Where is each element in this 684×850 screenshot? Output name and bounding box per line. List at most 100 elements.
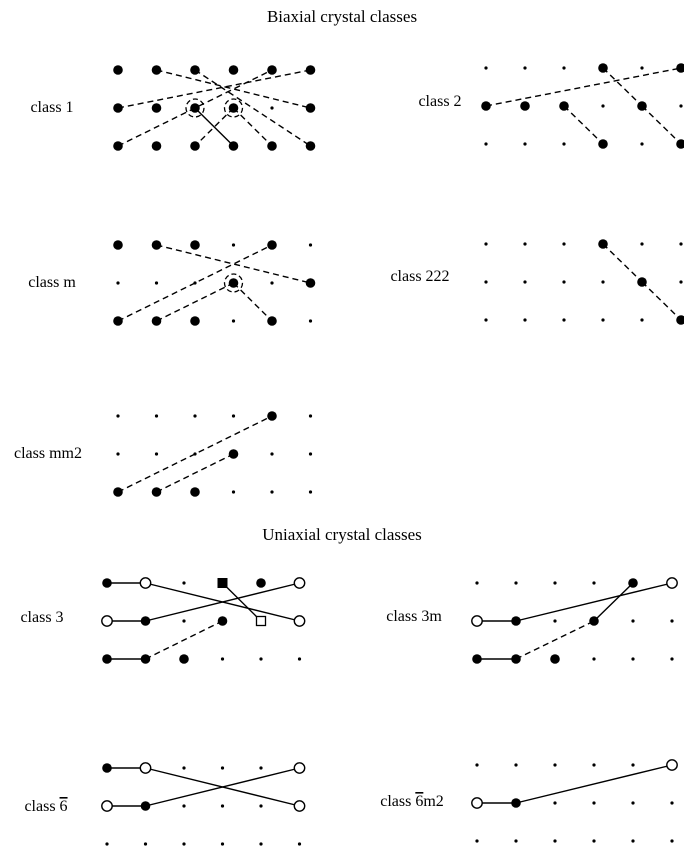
class-mm2-lattice-dot xyxy=(154,414,159,418)
class-2-link-line xyxy=(485,67,682,107)
class-1-filled-node xyxy=(113,141,123,151)
class-m-link-line xyxy=(233,282,273,322)
class-3m-link-line xyxy=(515,582,673,622)
class-2-link-line xyxy=(641,105,682,145)
class-3-lattice-dot xyxy=(182,619,186,623)
class-mm2-filled-node xyxy=(151,487,162,497)
class-2-lattice-dot xyxy=(679,104,683,108)
class-6bar-lattice-dot xyxy=(259,842,263,846)
class-222-link-line xyxy=(641,281,682,321)
class-222-lattice-dot xyxy=(523,242,527,246)
class-mm2-filled-node xyxy=(190,487,200,497)
class-2-lattice-dot xyxy=(601,104,605,108)
class-mm2-lattice-dot xyxy=(154,452,159,456)
class-mm2-lattice-dot xyxy=(193,414,197,418)
class-6bar-lattice-dot xyxy=(220,766,225,770)
class-2-filled-node xyxy=(598,139,608,149)
class-m-lattice-dot xyxy=(193,281,197,285)
class-3-filled-node xyxy=(140,616,151,626)
class-mm2-filled-node xyxy=(113,487,123,497)
class-1-filled-node xyxy=(113,65,123,75)
class-3m-filled-node xyxy=(628,578,638,588)
class-m-filled-node xyxy=(151,240,162,250)
class-6bar-lattice-dot xyxy=(220,842,225,846)
class-1-filled-node xyxy=(228,141,239,151)
class-6bar-open-node xyxy=(139,762,152,774)
class-6bar-open-node xyxy=(293,800,306,812)
class-m-label: class m xyxy=(28,274,76,291)
class-1-link-line xyxy=(233,107,273,147)
class-222-lattice-dot xyxy=(601,280,605,284)
class-m-lattice-dot xyxy=(231,243,236,247)
class-2-lattice-dot xyxy=(484,142,488,146)
class-222-lattice-dot xyxy=(679,242,683,246)
class-1-link-line xyxy=(194,69,311,147)
class-222-filled-node xyxy=(637,277,647,287)
class-m-lattice-dot xyxy=(308,243,313,247)
class-1-filled-node xyxy=(267,141,277,151)
class-1-filled-node xyxy=(151,103,162,113)
class-6bar-lattice-dot xyxy=(182,804,186,808)
class-2-filled-node xyxy=(676,63,684,73)
class-6bar-lattice-dot xyxy=(105,842,109,846)
class-3-filled-node xyxy=(102,578,112,588)
class-3m-filled-node xyxy=(589,616,599,626)
class-6bar-lattice-dot xyxy=(182,766,186,770)
class-222-lattice-dot xyxy=(562,318,566,322)
class-1-filled-node xyxy=(151,141,162,151)
class-2-lattice-dot xyxy=(562,66,566,70)
class-3m-open-node xyxy=(471,615,483,627)
class-6bar-m2-lattice-dot xyxy=(670,801,674,805)
class-3-link-line xyxy=(145,582,300,622)
class-6bar-m2-lattice-dot xyxy=(475,839,479,843)
uniaxial-section-title: Uniaxial crystal classes xyxy=(262,525,422,544)
class-6bar-filled-node xyxy=(102,763,112,773)
class-6bar-m2-lattice-dot xyxy=(553,839,557,843)
class-mm2-lattice-dot xyxy=(231,414,236,418)
class-3-filled-node xyxy=(102,654,112,664)
class-222-filled-node xyxy=(676,315,684,325)
class-3m-lattice-dot xyxy=(592,657,596,661)
class-3-filled-node xyxy=(256,578,266,588)
class-3m-lattice-dot xyxy=(514,581,518,585)
class-6bar-label: class 6 xyxy=(24,798,67,815)
class-m-filled-node xyxy=(190,240,200,250)
class-3m-lattice-dot xyxy=(553,619,557,623)
class-6bar-m2-lattice-dot xyxy=(631,801,635,805)
class-3m-lattice-dot xyxy=(631,657,635,661)
class-2-filled-node xyxy=(676,139,684,149)
class-m-link-line xyxy=(156,244,311,284)
class-1-filled-node xyxy=(305,141,316,151)
class-6bar-m2-lattice-dot xyxy=(592,839,596,843)
class-2-link-line xyxy=(602,67,643,107)
class-3m-link-line xyxy=(515,620,595,660)
class-3-open-node xyxy=(101,615,113,627)
class-3m-label: class 3m xyxy=(386,608,442,625)
class-2-lattice-dot xyxy=(523,142,527,146)
lattice-marks xyxy=(101,63,684,846)
class-3-link-line xyxy=(222,582,262,622)
class-m-filled-node xyxy=(305,278,316,288)
class-3-lattice-dot xyxy=(220,657,225,661)
class-2-lattice-dot xyxy=(640,66,644,70)
class-3m-lattice-dot xyxy=(592,581,596,585)
class-6bar-lattice-dot xyxy=(143,842,148,846)
class-m-crossing-arc xyxy=(223,273,244,293)
class-mm2-lattice-dot xyxy=(308,452,313,456)
class-222-filled-node xyxy=(598,239,608,249)
class-2-lattice-dot xyxy=(640,142,644,146)
class-2-label: class 2 xyxy=(418,93,461,110)
class-3-filled-node xyxy=(179,654,189,664)
class-1-link-line xyxy=(117,69,311,109)
class-3-lattice-dot xyxy=(182,581,186,585)
class-6bar-lattice-dot xyxy=(259,766,263,770)
class-222-lattice-dot xyxy=(562,280,566,284)
class-3-link-line xyxy=(145,620,223,660)
class-1-link-line xyxy=(194,107,234,147)
class-6bar-lattice-dot xyxy=(259,804,263,808)
class-6bar-lattice-dot xyxy=(220,804,225,808)
class-mm2-link-line xyxy=(156,453,234,493)
class-6bar-m2-lattice-dot xyxy=(475,763,479,767)
class-3-lattice-dot xyxy=(259,657,263,661)
